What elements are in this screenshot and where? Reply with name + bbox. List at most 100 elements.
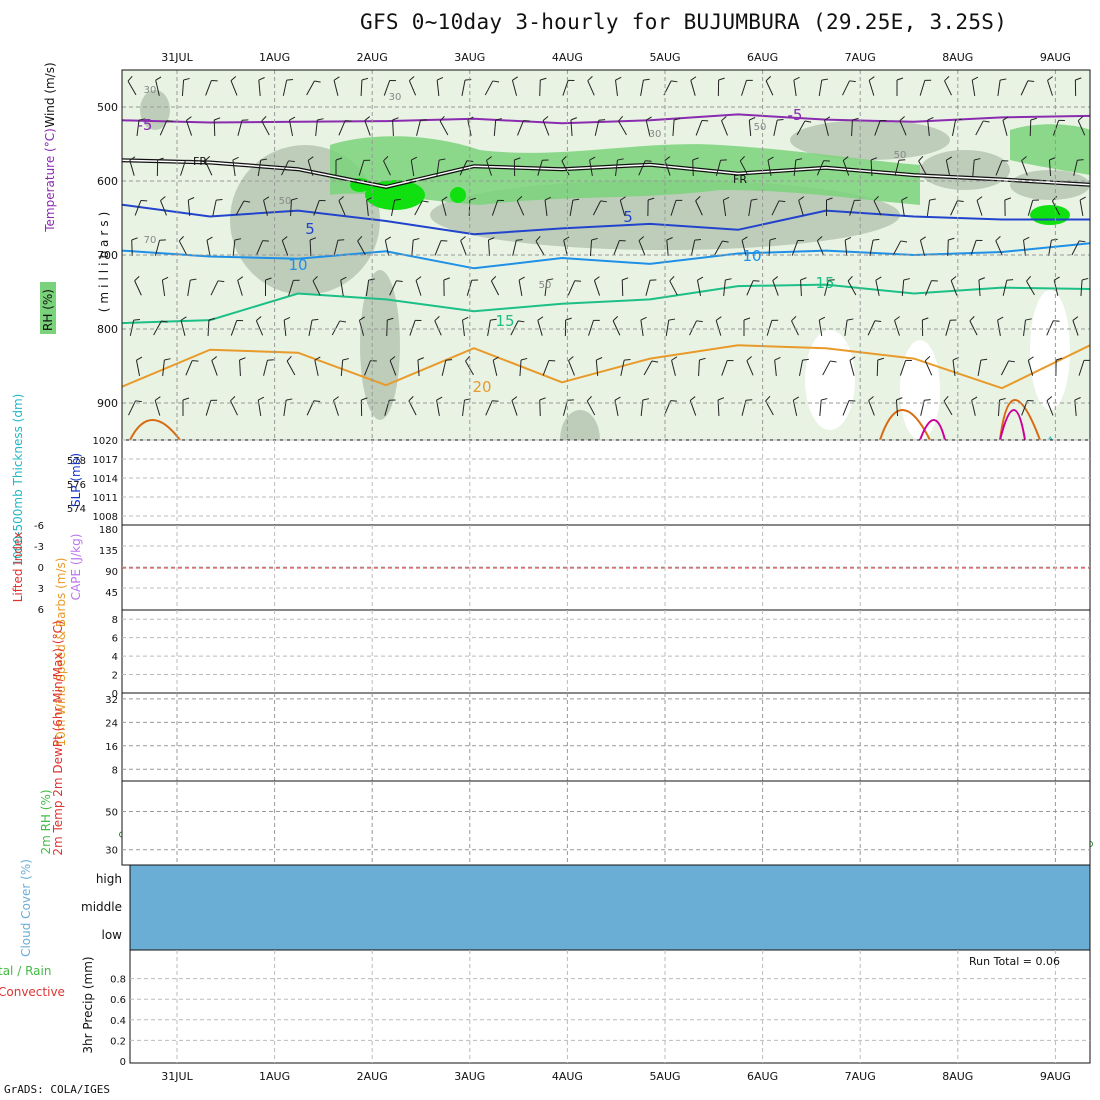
isotherm-line (121, 113, 1091, 125)
y-tick: 900 (97, 397, 118, 410)
wind-barb-staff (570, 119, 573, 137)
wind-barb-flag (361, 397, 368, 401)
wind-barb (849, 356, 856, 376)
wind-barb (414, 200, 429, 216)
wind-barb-flag (944, 76, 950, 82)
y-tick: 0.6 (110, 995, 126, 1006)
wind-barb (919, 236, 926, 256)
wind-barb-flag (161, 320, 168, 323)
wind-barb-staff (153, 320, 162, 336)
wind-barb-flag (512, 76, 518, 81)
wind-barb (331, 320, 347, 336)
wind-barb (589, 237, 598, 257)
wind-barb-staff (950, 200, 958, 216)
wind-barb-flag (383, 156, 389, 162)
wind-barb-staff (338, 200, 346, 216)
wind-barb-flag (563, 236, 570, 241)
wind-barb-staff (461, 80, 466, 96)
wind-barb-flag (929, 198, 936, 201)
wind-barb (670, 199, 683, 216)
wind-barb (134, 276, 142, 296)
wind-barb-staff (389, 360, 397, 376)
wind-barb (615, 76, 622, 97)
wind-barb-staff (155, 80, 160, 96)
wind-barb-flag (133, 318, 141, 321)
wind-barb-flag (570, 117, 577, 121)
wind-barb-staff (462, 399, 465, 417)
wind-barb-staff (491, 200, 499, 216)
wind-barb-flag (870, 157, 878, 161)
wind-barb (977, 358, 988, 376)
wind-barb (338, 196, 346, 216)
wind-barb (235, 200, 251, 216)
wind-barb (873, 196, 882, 216)
wind-barb (722, 196, 730, 216)
wind-barb-flag (535, 236, 541, 242)
wind-barb (516, 196, 525, 216)
wind-barb-flag (436, 76, 444, 81)
wind-barb-flag (288, 160, 295, 163)
wind-barb-flag (409, 76, 415, 82)
wind-barb-staff (180, 320, 186, 336)
wind-barb-staff (436, 160, 440, 176)
wind-barb (384, 236, 392, 256)
panel-frame (121, 692, 1091, 782)
wind-barb-staff (492, 360, 498, 376)
wind-barb (844, 318, 854, 336)
wind-barb (265, 277, 272, 296)
y-axis-label-precip: 3hr Precip (mm) (81, 956, 95, 1053)
wind-barb-flag (263, 196, 270, 201)
wind-barb-staff (947, 239, 949, 257)
wind-barb-flag (980, 358, 988, 361)
wind-barb (997, 78, 1007, 96)
wind-barb-staff (919, 80, 926, 96)
wind-barb-flag (385, 236, 392, 241)
wind-barb-flag (465, 356, 471, 362)
wind-barb-staff (899, 120, 907, 136)
wind-barb-flag (492, 400, 499, 402)
wind-barb-flag (185, 159, 192, 161)
wind-barb-flag (286, 78, 294, 81)
wind-barb-flag (183, 77, 190, 81)
wind-barb (436, 158, 446, 176)
wind-barb (306, 80, 321, 96)
wind-barb-staff (670, 200, 677, 216)
wind-barb (816, 236, 825, 256)
wind-barb-staff (586, 400, 596, 416)
wind-barb-flag (624, 358, 631, 361)
wind-barb-staff (1047, 80, 1053, 96)
wind-barb (1046, 320, 1060, 336)
wind-barb-flag (1053, 320, 1060, 322)
wind-barb-staff (210, 280, 219, 296)
wind-barb-staff (414, 200, 423, 216)
wind-barb (714, 240, 729, 256)
wind-barb-flag (311, 318, 319, 321)
wind-barb-staff (459, 160, 468, 176)
wind-barb-flag (495, 118, 502, 121)
y-tick: 16 (105, 742, 118, 753)
wind-barb-staff (612, 320, 621, 336)
wind-barb (695, 120, 709, 136)
wind-barb (408, 76, 417, 96)
wind-barb-flag (333, 76, 340, 81)
wind-barb (638, 236, 646, 256)
wind-barb-staff (876, 359, 879, 377)
wind-barb-staff (333, 240, 339, 256)
wind-barb-staff (1072, 320, 1079, 336)
wind-barb-staff (230, 400, 238, 416)
wind-barb (309, 237, 317, 257)
wind-barb-staff (800, 279, 802, 297)
wind-barb (288, 279, 300, 296)
wind-barb-flag (1025, 318, 1032, 321)
wind-barb-flag (899, 116, 905, 122)
wind-barb-staff (358, 160, 365, 176)
wind-barb-staff (410, 160, 415, 176)
wind-barb-staff (213, 119, 216, 137)
wind-barb-staff (237, 120, 243, 136)
wind-barb (970, 239, 983, 256)
wind-barb (947, 237, 955, 257)
wind-barb-flag (217, 280, 225, 283)
y-axis-label-wind: 10m Wind Speed & Barbs (m/s) (54, 558, 68, 747)
wind-barb (255, 240, 269, 256)
wind-barb (487, 318, 497, 336)
